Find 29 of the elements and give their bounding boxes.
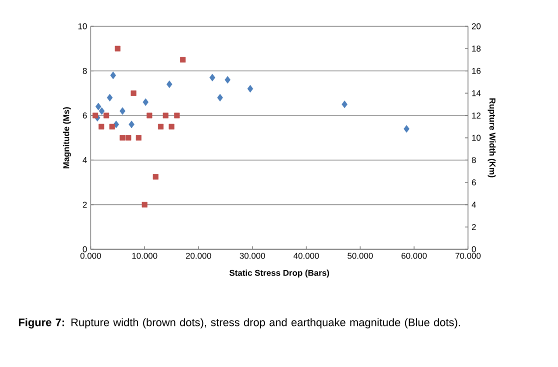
- x-tick-label: 30.000: [240, 252, 266, 259]
- y-tick-label: 6: [82, 112, 87, 118]
- y-tick-label: 4: [82, 157, 87, 164]
- y2-tick-label: 16: [472, 68, 481, 74]
- x-tick-label: 60.000: [402, 252, 427, 259]
- x-tick-label: 70.000: [455, 252, 481, 259]
- y-tick-label: 8: [82, 68, 87, 74]
- y2-axis-title: Rupture Width (Km): [488, 98, 496, 178]
- x-axis-title: Static Stress Drop (Bars): [229, 270, 330, 278]
- y2-tick-label: 18: [472, 46, 481, 52]
- y-tick-label: 0: [82, 246, 87, 252]
- y2-tick-label: 14: [472, 90, 481, 96]
- y2-tick-label: 20: [472, 23, 481, 30]
- y2-tick-label: 6: [472, 179, 476, 186]
- y-axis-title: Magnitude (Ms): [62, 107, 71, 168]
- text: Figure 7: Rupture width (brown dots), stress drop and earthquake magnitude (Blue dots).: [18, 318, 460, 328]
- x-tick-label: 20.000: [186, 252, 212, 259]
- x-tick-label: 50.000: [348, 252, 373, 259]
- x-tick-label: 10.000: [132, 252, 158, 259]
- x-tick-label: 0.000: [80, 252, 101, 259]
- y-tick-label: 10: [78, 23, 87, 30]
- y2-tick-label: 2: [472, 224, 476, 230]
- x-tick-label: 40.000: [294, 252, 319, 259]
- y2-tick-label: 10: [472, 134, 481, 141]
- y2-tick-label: 8: [472, 157, 476, 164]
- y2-tick-label: 12: [472, 112, 481, 118]
- y-tick-label: 2: [82, 202, 87, 208]
- y2-tick-label: 0: [472, 246, 476, 252]
- y2-tick-label: 4: [472, 202, 476, 208]
